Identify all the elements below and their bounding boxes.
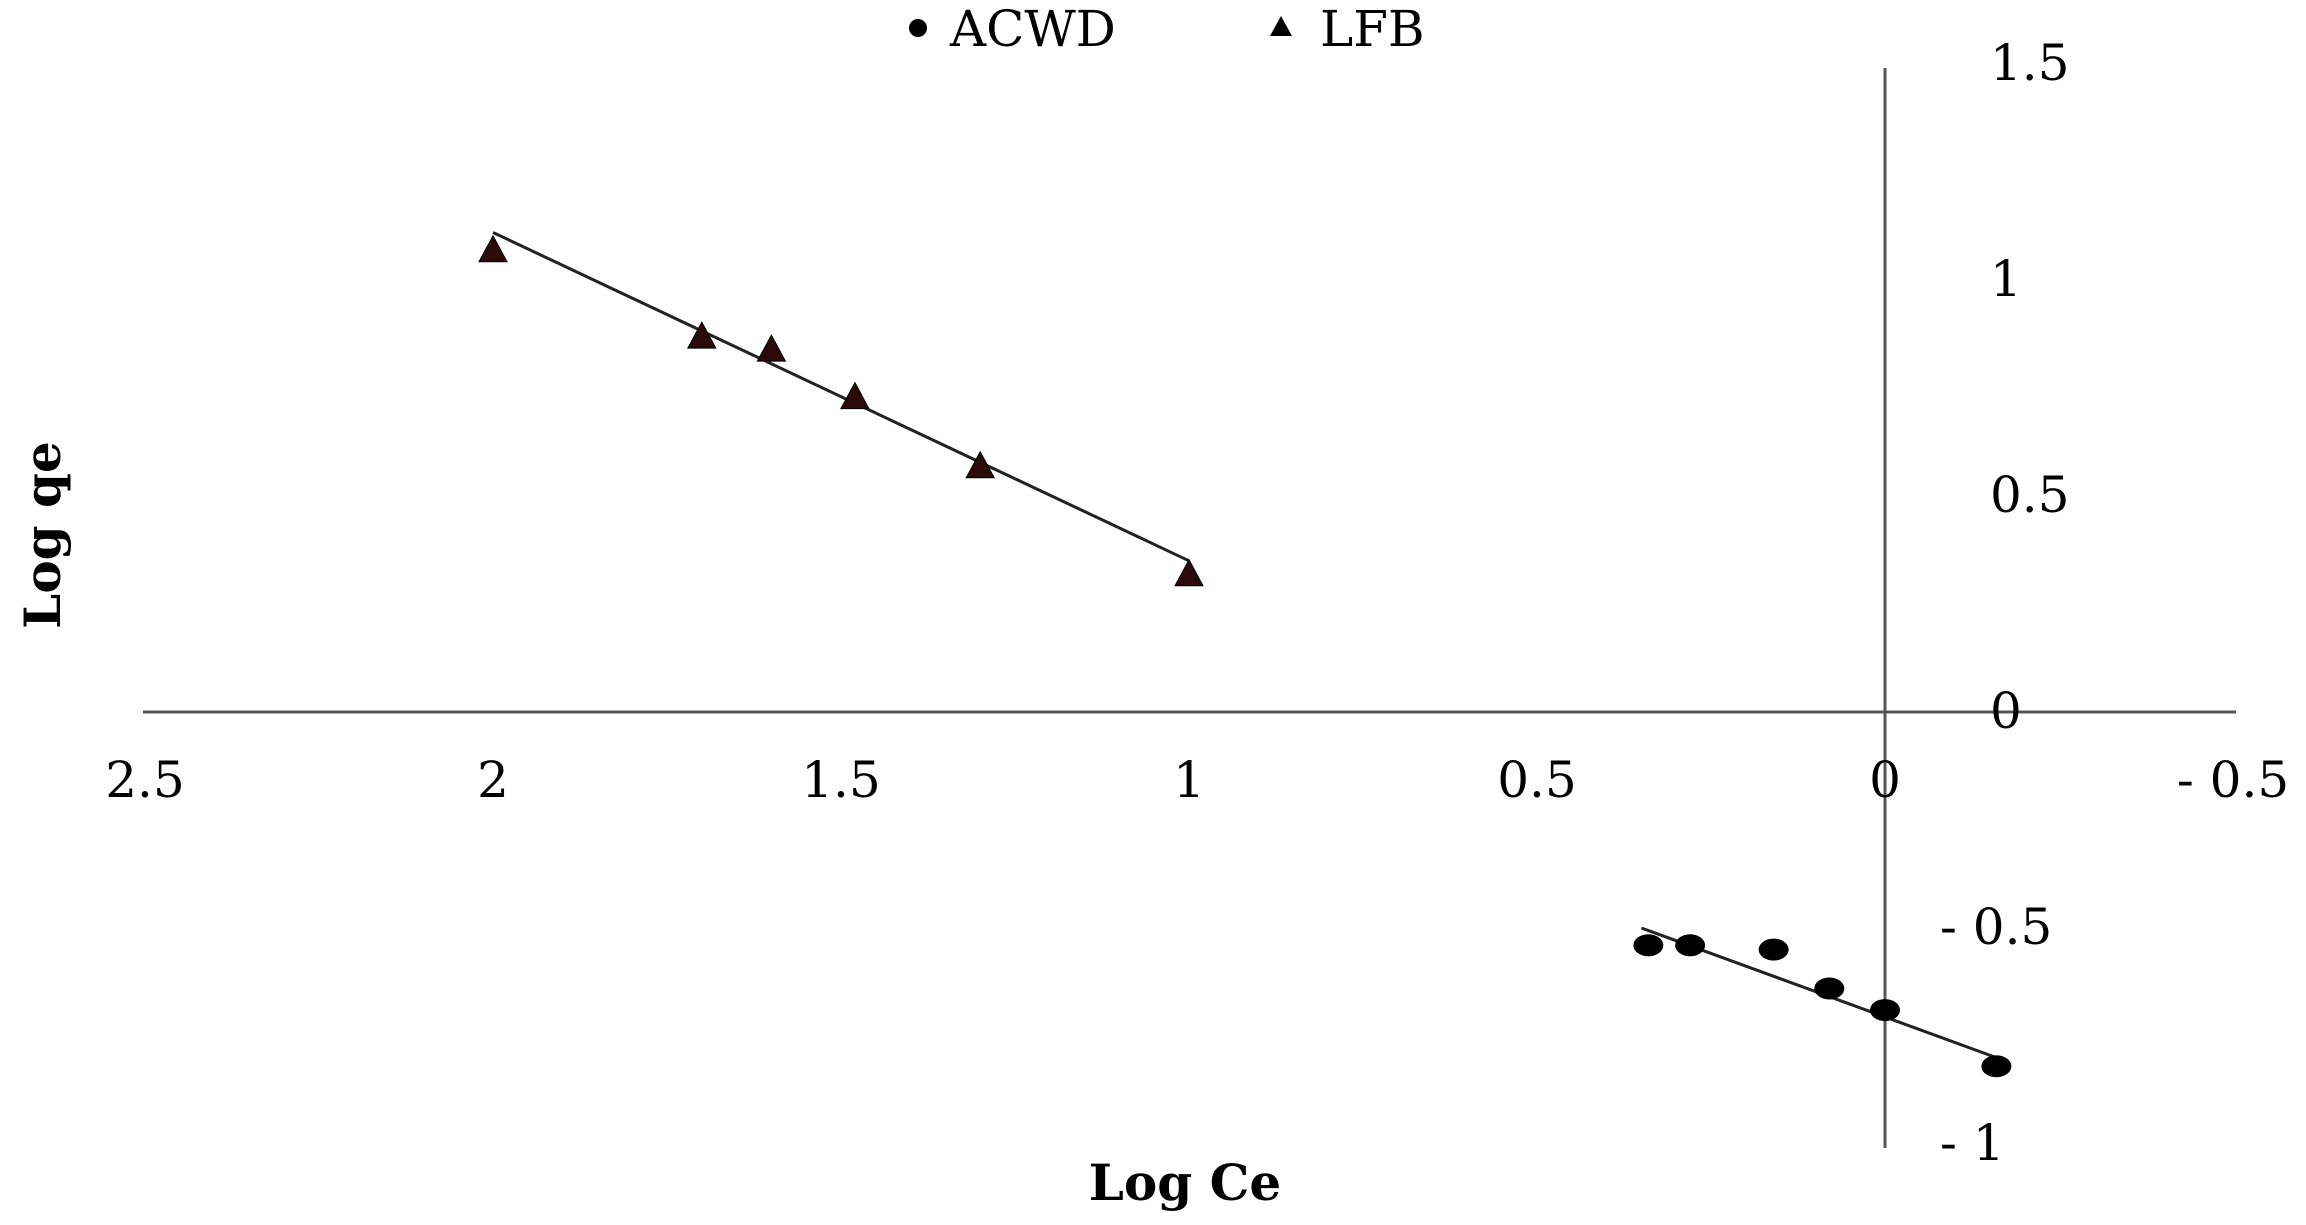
legend-label-acwd: ACWD [949, 0, 1116, 58]
y-tick-label: 0 [1990, 682, 2022, 740]
point-lfb [840, 381, 870, 410]
x-tick-label: 1.5 [801, 751, 881, 809]
point-lfb [965, 450, 996, 479]
legend-marker-lfb [1270, 16, 1292, 36]
trendlines [492, 231, 1997, 1060]
point-lfb [478, 234, 508, 263]
point-acwd [1870, 999, 1900, 1022]
x-tick-labels: 2.5 2 1.5 1 0.5 0 - 0.5 [105, 751, 2289, 809]
y-tick-labels: 1.5 1 0.5 0 - 0.5 - 1 [1940, 34, 2070, 1172]
point-acwd [1758, 938, 1789, 961]
x-tick-label: 2 [477, 751, 509, 809]
point-lfb [686, 321, 717, 349]
point-acwd [1633, 934, 1664, 957]
y-axis-title: Log qe [13, 441, 72, 629]
y-tick-label: - 1 [1940, 1114, 2005, 1172]
y-tick-label: - 0.5 [1940, 898, 2052, 956]
x-tick-label: 0 [1869, 751, 1901, 809]
legend-marker-acwd [909, 19, 927, 37]
legend: ACWD LFB [909, 0, 1425, 58]
legend-label-lfb: LFB [1320, 0, 1425, 58]
x-tick-label: 1 [1173, 751, 1205, 809]
x-tick-label: 0.5 [1497, 751, 1577, 809]
y-tick-label: 0.5 [1990, 466, 2070, 524]
point-acwd [1981, 1055, 2012, 1078]
trendline-lfb [492, 231, 1190, 563]
x-tick-label: 2.5 [105, 751, 185, 809]
point-lfb [756, 334, 787, 362]
x-axis-title: Log Ce [1089, 1153, 1281, 1212]
data-markers [478, 234, 2012, 1078]
point-acwd [1675, 934, 1706, 957]
y-tick-label: 1 [1990, 250, 2022, 308]
x-tick-label: - 0.5 [2177, 751, 2289, 809]
y-tick-label: 1.5 [1990, 34, 2070, 92]
point-acwd [1814, 977, 1845, 1000]
point-lfb [1174, 558, 1204, 587]
